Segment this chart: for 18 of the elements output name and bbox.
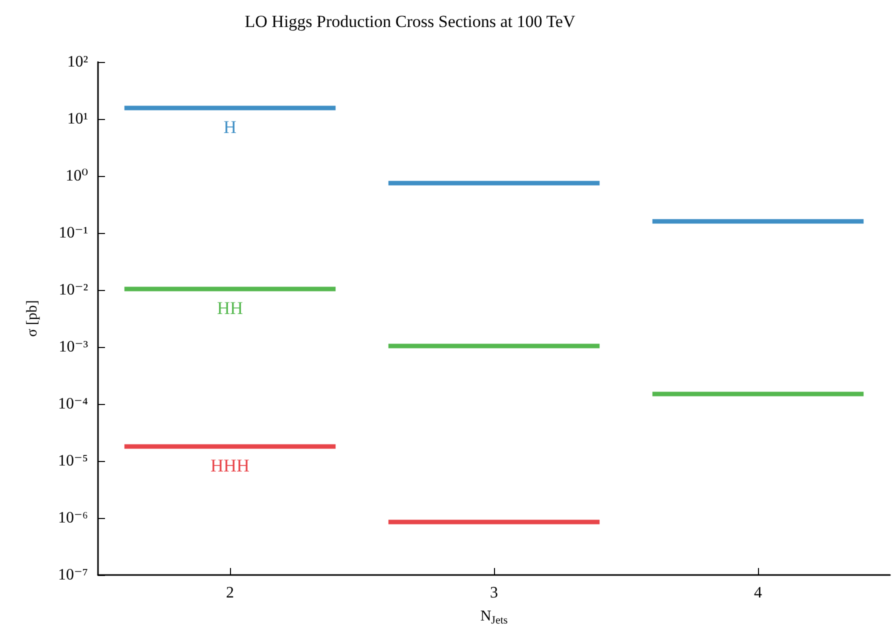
y-tick-label: 10⁻³ [58,338,88,356]
x-tick-label: 3 [490,584,498,602]
y-tick-label: 10⁻¹ [58,224,88,242]
y-tick-label: 10¹ [67,110,88,128]
y-tick-label: 10⁻⁷ [58,566,88,584]
y-tick-label: 10⁻² [58,282,88,298]
x-tick-label: 2 [226,584,234,602]
y-axis-title: σ [pb] [24,300,40,337]
series-label: H [224,116,236,137]
y-tick-label: 10⁻⁵ [58,452,88,470]
chart-title: LO Higgs Production Cross Sections at 100 TeV [244,12,576,31]
y-tick-label: 10⁻⁴ [58,396,88,412]
y-tick-label: 10² [67,54,88,70]
x-tick-label: 4 [754,584,762,602]
y-tick-label: 10⁰ [66,168,88,184]
series-label: HHH [210,455,250,476]
y-tick-label: 10⁻⁶ [58,510,88,526]
series-label: HH [217,298,243,318]
